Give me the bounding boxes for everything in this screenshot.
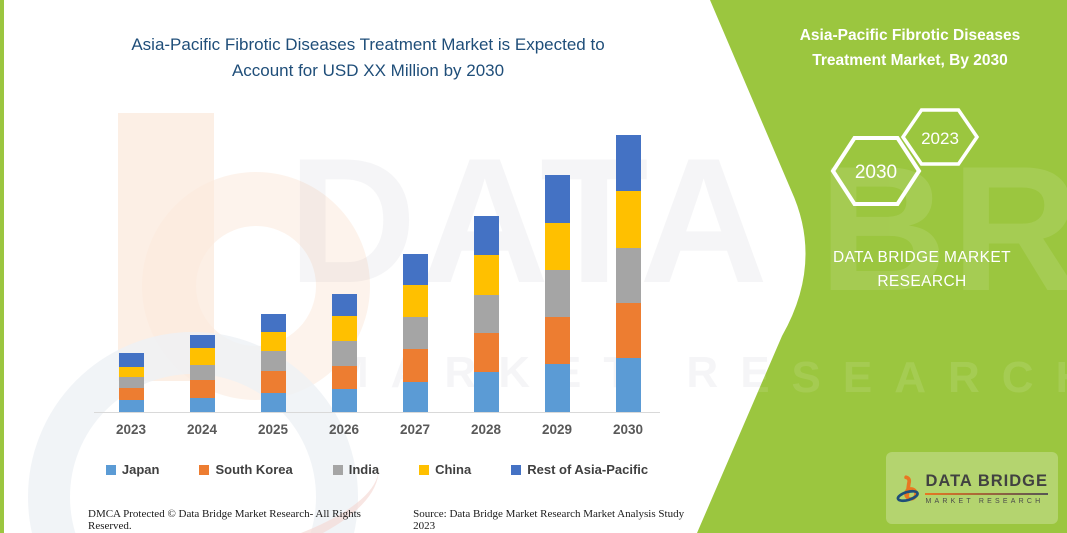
brand-wordmark: DATA BRIDGE MARKET RESEARCH [772,246,1067,294]
legend-swatch [105,464,116,475]
left-green-border [0,0,4,533]
bar-2030: 2030 [613,135,643,437]
x-axis-label: 2023 [115,422,147,437]
plot-area: 2023 2024 2025 2026 2027 2028 2029 2030 [94,118,660,437]
bar-segment-japan [260,393,286,412]
bar-segment-china [473,255,499,295]
bar-2023: 2023 [116,353,146,437]
bar-segment-china [331,316,357,341]
right-panel-title-line1: Asia-Pacific Fibrotic Diseases [799,27,1021,44]
legend-swatch [332,464,343,475]
legend-label: South Korea [215,462,293,477]
footer: DMCA Protected © Data Bridge Market Rese… [88,508,708,532]
bar-segment-japan [189,398,215,412]
bar-segment-india [544,270,570,317]
chart-title: Asia-Pacific Fibrotic Diseases Treatment… [85,32,651,85]
bar-segment-south-korea [189,380,215,398]
brand-wordmark-line2: RESEARCH [877,273,967,291]
bar-segment-india [260,351,286,371]
legend-label: Japan [121,462,160,477]
bar-segment-india [189,365,215,380]
legend-label: China [435,462,472,477]
bar-segment-india [331,341,357,366]
bar-segment-south-korea [118,388,144,400]
legend-swatch [419,464,430,475]
bar-segment-india [118,377,144,388]
bar-segment-south-korea [473,333,499,372]
bar-segment-south-korea [331,366,357,389]
x-axis-label: 2030 [612,422,644,437]
watermark-text-on-green-2: MARKET RESEARCH [332,353,1067,402]
legend: Japan South Korea India China Rest of Asia-P… [94,462,660,477]
legend-item: Rest of Asia-Pacific [511,462,648,477]
brand-wordmark-line1: DATA BRIDGE MARKET [832,249,1011,266]
bar-segment-south-korea [260,371,286,393]
bar-2025: 2025 [258,314,288,437]
bar-segment-rest-of-asia-pacific [118,353,144,367]
x-axis-label: 2026 [328,422,360,437]
bar-segment-china [189,348,215,365]
right-panel-title: Asia-Pacific Fibrotic Diseases Treatment… [772,24,1048,74]
legend-item: India [332,462,380,477]
databridge-logo-icon [896,475,919,503]
bar-segment-rest-of-asia-pacific [402,254,428,285]
hexagon-2030 [830,136,922,206]
right-panel-title-line2: Treatment Market, By 2030 [812,51,1008,69]
source-note: Source: Data Bridge Market Research Mark… [413,508,685,532]
legend-item: Japan [105,462,160,477]
dmca-notice: DMCA Protected © Data Bridge Market Rese… [88,508,361,532]
bar-segment-rest-of-asia-pacific [615,135,641,191]
bar-2027: 2027 [400,254,430,437]
bar-segment-china [260,332,286,351]
hexagon-badges: 2030 2023 [830,108,980,206]
x-axis-label: 2028 [470,422,502,437]
bar-2024: 2024 [187,335,217,437]
x-axis-label: 2024 [186,422,218,437]
x-axis-label: 2029 [541,422,573,437]
bar-segment-japan [473,372,499,412]
legend-item: China [419,462,471,477]
bar-segment-south-korea [615,303,641,358]
x-axis-label: 2025 [257,422,289,437]
bar-segment-rest-of-asia-pacific [260,314,286,332]
legend-swatch [199,464,210,475]
hexagon-2023 [900,108,980,166]
x-axis-label: 2027 [399,422,431,437]
bar-segment-rest-of-asia-pacific [331,294,357,316]
bar-segment-japan [118,400,144,412]
bar-2028: 2028 [471,216,501,437]
bar-2026: 2026 [329,294,359,437]
bar-segment-china [402,285,428,317]
logo-divider [925,492,1048,495]
bar-segment-china [544,223,570,270]
bar-segment-india [473,295,499,333]
chart-title-line1: Asia-Pacific Fibrotic Diseases Treatment… [131,35,605,54]
hexagon-2030-label: 2030 [855,162,897,183]
bar-segment-japan [544,364,570,412]
logo-text: DATA BRIDGE MARKET RESEARCH [925,472,1048,505]
bar-segment-rest-of-asia-pacific [473,216,499,255]
bar-segment-japan [331,389,357,412]
legend-label: Rest of Asia-Pacific [527,462,649,477]
logo-name: DATA BRIDGE [925,471,1048,490]
bar-segment-rest-of-asia-pacific [544,175,570,223]
bar-segment-japan [615,358,641,412]
legend-item: South Korea [199,462,293,477]
bar-segment-japan [402,382,428,412]
legend-label: India [348,462,380,477]
bar-segment-china [118,367,144,377]
logo-panel: DATA BRIDGE MARKET RESEARCH [886,452,1058,524]
bar-segment-india [402,317,428,349]
bar-segment-south-korea [402,349,428,382]
bar-2029: 2029 [542,175,572,437]
bar-segment-india [615,248,641,303]
bar-segment-rest-of-asia-pacific [189,335,215,348]
legend-swatch [511,464,522,475]
bar-segment-china [615,191,641,248]
logo-subtitle: MARKET RESEARCH [925,497,1044,505]
hexagon-2023-label: 2023 [921,129,959,148]
chart-title-line2: Account for USD XX Million by 2030 [231,61,505,81]
bar-segment-south-korea [544,317,570,364]
